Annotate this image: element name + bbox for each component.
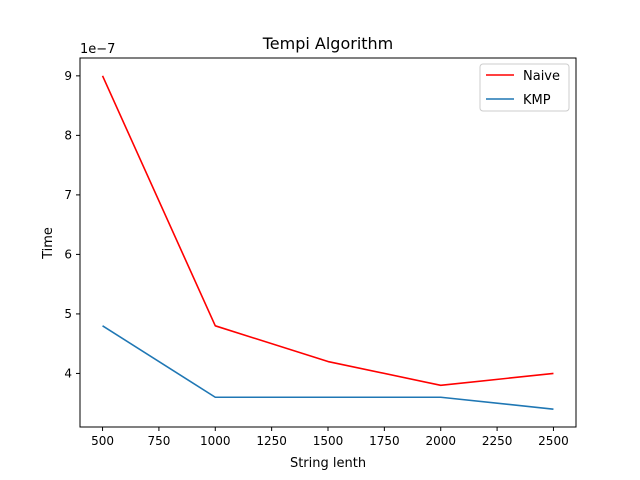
x-tick-label: 1250	[256, 434, 287, 448]
series-line-naive	[101, 75, 554, 387]
legend-label-kmp: KMP	[523, 93, 551, 108]
x-tick-label: 1500	[313, 434, 344, 448]
y-tick-label: 8	[64, 128, 72, 142]
series-line-kmp	[102, 325, 554, 410]
y-axis-label: Time	[41, 227, 56, 260]
x-tick-label: 500	[91, 434, 114, 448]
plot-frame	[79, 57, 577, 428]
x-tick-label: 2000	[425, 434, 456, 448]
chart-title: Tempi Algorithm	[262, 34, 394, 53]
x-tick-label: 2250	[482, 434, 513, 448]
series-layer	[101, 75, 554, 410]
y-offset-label: 1e−7	[80, 42, 115, 57]
x-tick-label: 1750	[369, 434, 400, 448]
y-tick-label: 6	[64, 247, 72, 261]
x-axis-ticks: 500 750 1000 1250 1500 1750 2000 2250 2500	[91, 427, 569, 448]
y-tick-label: 7	[64, 188, 72, 202]
x-axis-label: String lenth	[290, 456, 366, 471]
legend: Naive KMP	[479, 63, 570, 112]
legend-label-naive: Naive	[523, 69, 560, 84]
y-tick-label: 4	[64, 366, 72, 380]
y-tick-label: 9	[64, 69, 72, 83]
x-tick-label: 2500	[538, 434, 569, 448]
y-tick-label: 5	[64, 307, 72, 321]
x-tick-label: 1000	[200, 434, 231, 448]
x-tick-label: 750	[147, 434, 170, 448]
y-axis-ticks: 4 5 6 7 8 9	[64, 69, 80, 380]
